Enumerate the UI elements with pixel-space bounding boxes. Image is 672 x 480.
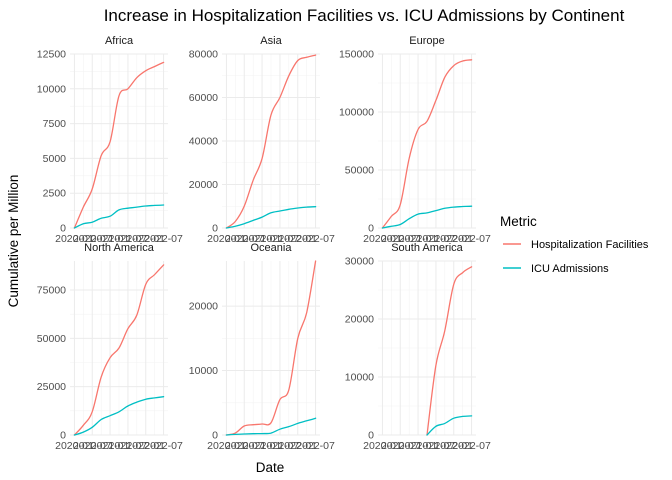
facet-panels: 2020-012020-072021-012021-072022-012022-… [37,35,491,452]
y-tick-label: 0 [212,223,218,235]
x-tick-label: 2021-07 [261,233,300,245]
legend: Metric Hospitalization Facilities ICU Adm… [500,214,649,275]
legend-title: Metric [500,214,537,229]
x-tick-label: 2021-07 [417,233,456,245]
series-line-icu-admissions [73,396,165,436]
series-line-icu-admissions [73,204,165,229]
x-tick-label: 2020-01 [363,440,402,452]
x-tick-label: 2022-01 [126,440,165,452]
x-tick-label: 2020-01 [207,233,246,245]
y-tick-label: 0 [60,223,66,235]
panel-oceania: 2020-012020-072021-012021-072022-012022-… [189,242,335,452]
x-tick-label: 2022-07 [296,440,335,452]
series-line-hospitalization-facilities [73,61,165,229]
x-tick-label: 2020-07 [73,440,112,452]
y-tick-label: 7500 [43,118,67,130]
series-line-hospitalization-facilities [225,54,317,229]
series-line-hospitalization-facilities [73,264,165,436]
series-line-hospitalization-facilities [426,266,473,436]
y-tick-label: 20000 [345,314,374,326]
x-tick-label: 2021-01 [399,233,438,245]
series-line-icu-admissions [381,205,473,229]
y-tick-label: 50000 [345,165,374,177]
x-tick-label: 2022-07 [296,233,335,245]
x-tick-label: 2021-07 [109,440,148,452]
x-tick-label: 2020-07 [73,233,112,245]
x-tick-label: 2020-01 [55,233,94,245]
y-axis-title: Cumulative per Million [6,175,21,308]
y-tick-label: 30000 [345,256,374,268]
y-tick-label: 10000 [189,365,218,377]
x-tick-label: 2022-07 [144,233,183,245]
y-tick-label: 75000 [37,285,66,297]
x-tick-label: 2021-01 [399,440,438,452]
facet-strip-label: North America [84,242,155,254]
x-tick-label: 2022-01 [126,233,165,245]
x-tick-label: 2022-01 [278,233,317,245]
facet-strip-label: Oceania [251,242,293,254]
series-line-icu-admissions [225,206,317,229]
x-tick-label: 2021-07 [261,440,300,452]
panel-north-america: 2020-012020-072021-012021-072022-012022-… [37,242,183,452]
y-tick-label: 5000 [43,153,67,165]
x-tick-label: 2022-01 [434,440,473,452]
y-tick-label: 0 [212,430,218,442]
x-tick-label: 2021-01 [243,233,282,245]
y-tick-label: 80000 [189,49,218,61]
x-tick-label: 2022-07 [452,233,491,245]
x-tick-label: 2020-07 [225,233,264,245]
x-tick-label: 2020-01 [363,233,402,245]
y-tick-label: 2500 [43,188,67,200]
y-tick-label: 20000 [189,179,218,191]
y-tick-label: 0 [368,430,374,442]
y-tick-label: 10000 [345,372,374,384]
panel-europe: 2020-012020-072021-012021-072022-012022-… [339,35,491,245]
x-axis-title: Date [256,460,285,475]
facet-strip-label: South America [391,242,463,254]
series-line-hospitalization-facilities [225,260,317,436]
x-tick-label: 2022-07 [144,440,183,452]
y-tick-label: 10000 [37,83,66,95]
x-tick-label: 2021-07 [109,233,148,245]
panel-africa: 2020-012020-072021-012021-072022-012022-… [37,35,183,245]
facet-strip-label: Asia [260,35,282,47]
y-tick-label: 25000 [37,381,66,393]
chart-title: Increase in Hospitalization Facilities v… [104,6,625,25]
x-tick-label: 2022-01 [434,233,473,245]
facet-strip-label: Africa [105,35,134,47]
series-line-hospitalization-facilities [381,59,473,229]
x-tick-label: 2021-01 [91,233,130,245]
y-tick-label: 60000 [189,92,218,104]
legend-label-icu-admissions: ICU Admissions [531,263,609,275]
panel-south-america: 2020-012020-072021-012021-072022-012022-… [345,242,491,452]
x-tick-label: 2020-01 [55,440,94,452]
y-tick-label: 20000 [189,301,218,313]
x-tick-label: 2020-07 [381,233,420,245]
x-tick-label: 2021-07 [417,440,456,452]
series-line-icu-admissions [225,417,317,436]
facet-strip-label: Europe [409,35,444,47]
y-tick-label: 12500 [37,49,66,61]
x-tick-label: 2020-07 [381,440,420,452]
x-tick-label: 2020-01 [207,440,246,452]
x-tick-label: 2021-01 [91,440,130,452]
y-tick-label: 0 [368,223,374,235]
y-tick-label: 50000 [37,333,66,345]
y-tick-label: 0 [60,430,66,442]
y-tick-label: 150000 [339,49,374,61]
legend-label-hospitalization-facilities: Hospitalization Facilities [531,239,649,251]
x-tick-label: 2020-07 [225,440,264,452]
x-tick-label: 2022-01 [278,440,317,452]
x-tick-label: 2021-01 [243,440,282,452]
y-tick-label: 100000 [339,107,374,119]
panel-asia: 2020-012020-072021-012021-072022-012022-… [189,35,335,245]
y-tick-label: 40000 [189,136,218,148]
x-tick-label: 2022-07 [452,440,491,452]
series-line-icu-admissions [426,415,473,436]
